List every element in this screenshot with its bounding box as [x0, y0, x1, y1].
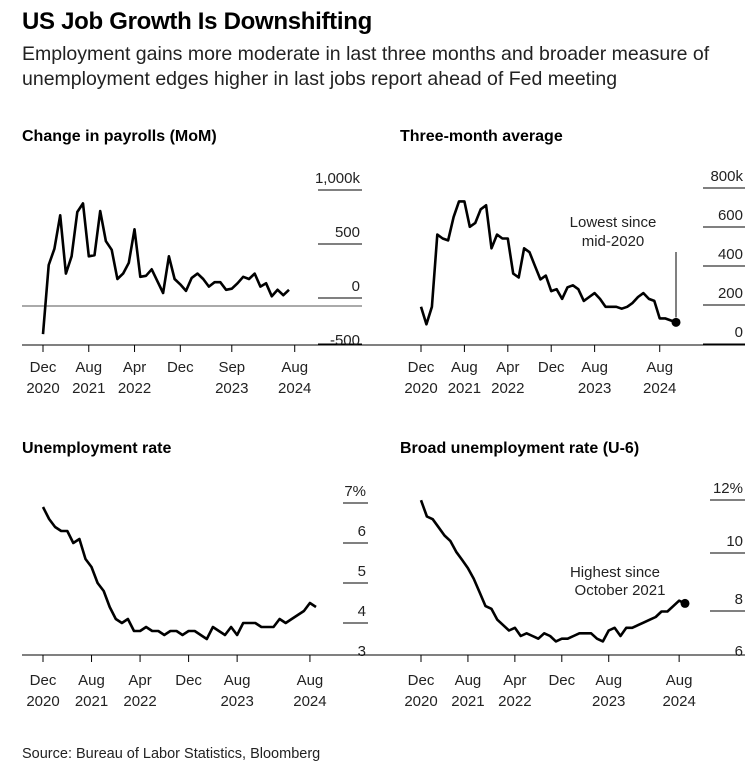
- three-month-x-tick-label: 2020: [404, 380, 437, 397]
- unemployment-y-tick-label: 4: [358, 603, 366, 620]
- u6-annotation: Highest since: [570, 564, 660, 581]
- u6-x-tick-label: 2021: [451, 693, 484, 710]
- three-month-y-tick-label: 600: [718, 207, 743, 224]
- payrolls-x-tick-label: 2020: [26, 380, 59, 397]
- chart-title: US Job Growth Is Downshifting: [22, 8, 372, 35]
- unemployment-x-tick-label: Aug: [78, 672, 105, 689]
- three-month-x-tick-label: 2022: [491, 380, 524, 397]
- u6-panel-title: Broad unemployment rate (U-6): [400, 440, 640, 457]
- three-month-x-tick-label: 2021: [448, 380, 481, 397]
- u6-y-tick-label: 6: [735, 643, 743, 660]
- unemployment-x-tick-label: 2023: [220, 693, 253, 710]
- three-month-panel-title: Three-month average: [400, 128, 563, 145]
- unemployment-series-line: [41, 506, 317, 641]
- u6-y-tick-label: 12%: [713, 480, 743, 497]
- three-month-x-tick-label: 2024: [643, 380, 676, 397]
- three-month-x-tick-label: Aug: [646, 359, 673, 376]
- payrolls-x-tick-label: Aug: [281, 359, 308, 376]
- u6-x-tick-label: Aug: [455, 672, 482, 689]
- three-month-x-tick-label: 2023: [578, 380, 611, 397]
- payrolls-panel-title: Change in payrolls (MoM): [22, 128, 217, 145]
- u6-x-tick-label: Aug: [666, 672, 693, 689]
- three-month-x-tick-label: Aug: [451, 359, 478, 376]
- payrolls-x-tick-label: 2022: [118, 380, 151, 397]
- payrolls-x-tick-label: Dec: [167, 359, 194, 376]
- u6-annotation: October 2021: [575, 582, 666, 599]
- payrolls-x-tick-label: 2023: [215, 380, 248, 397]
- u6-series-line: [419, 499, 686, 643]
- u6-x-tick-label: Apr: [503, 672, 526, 689]
- unemployment-y-tick-label: 5: [358, 563, 366, 580]
- unemployment-x-tick-label: Aug: [297, 672, 324, 689]
- payrolls-x-tick-label: Sep: [218, 359, 245, 376]
- three-month-y-tick-label: 0: [735, 324, 743, 341]
- unemployment-y-tick-label: 7%: [344, 483, 366, 500]
- u6-y-tick-label: 10: [726, 533, 743, 550]
- u6-x-tick-label: Dec: [408, 672, 435, 689]
- payrolls-y-tick-label: -500: [330, 332, 360, 349]
- u6-last-point: [680, 598, 690, 608]
- chart-subtitle: Employment gains more moderate in last t…: [22, 43, 710, 90]
- unemployment-panel-title: Unemployment rate: [22, 440, 172, 457]
- three-month-x-tick-label: Apr: [496, 359, 519, 376]
- three-month-y-tick-label: 800k: [710, 168, 743, 185]
- payrolls-x-tick-label: 2021: [72, 380, 105, 397]
- three-month-annotation: mid-2020: [582, 233, 645, 250]
- unemployment-x-tick-label: Apr: [128, 672, 151, 689]
- payrolls-x-tick-label: Apr: [123, 359, 146, 376]
- three-month-last-point: [671, 317, 681, 327]
- u6-x-tick-label: 2022: [498, 693, 531, 710]
- three-month-y-tick-label: 200: [718, 285, 743, 302]
- u6-x-tick-label: Dec: [548, 672, 575, 689]
- u6-x-tick-label: 2020: [404, 693, 437, 710]
- three-month-y-tick-label: 400: [718, 246, 743, 263]
- payrolls-y-tick-label: 1,000k: [315, 170, 361, 187]
- unemployment-x-tick-label: 2020: [26, 693, 59, 710]
- unemployment-x-tick-label: Dec: [175, 672, 202, 689]
- unemployment-x-tick-label: 2021: [75, 693, 108, 710]
- three-month-x-tick-label: Aug: [581, 359, 608, 376]
- u6-x-tick-label: 2024: [662, 693, 695, 710]
- three-month-x-tick-label: Dec: [408, 359, 435, 376]
- three-month-series-line: [419, 200, 677, 326]
- unemployment-x-tick-label: 2022: [123, 693, 156, 710]
- payrolls-series-line: [41, 202, 290, 335]
- payrolls-y-tick-label: 0: [352, 278, 360, 295]
- unemployment-x-tick-label: Aug: [224, 672, 251, 689]
- u6-y-tick-label: 8: [735, 591, 743, 608]
- unemployment-x-tick-label: Dec: [30, 672, 57, 689]
- three-month-x-tick-label: Dec: [538, 359, 565, 376]
- unemployment-y-tick-label: 3: [358, 643, 366, 660]
- unemployment-x-tick-label: 2024: [293, 693, 326, 710]
- payrolls-x-tick-label: 2024: [278, 380, 311, 397]
- u6-x-tick-label: 2023: [592, 693, 625, 710]
- three-month-annotation: Lowest since: [570, 214, 657, 231]
- source-note: Source: Bureau of Labor Statistics, Bloo…: [22, 746, 321, 762]
- unemployment-y-tick-label: 6: [358, 523, 366, 540]
- payrolls-y-tick-label: 500: [335, 224, 360, 241]
- u6-x-tick-label: Aug: [595, 672, 622, 689]
- payrolls-x-tick-label: Dec: [30, 359, 57, 376]
- payrolls-x-tick-label: Aug: [75, 359, 102, 376]
